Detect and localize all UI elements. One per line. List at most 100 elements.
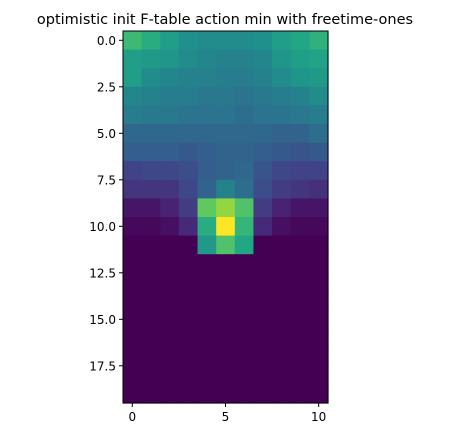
heatmap-cell — [178, 347, 199, 367]
heatmap-cell — [141, 142, 161, 162]
heatmap-cell — [290, 86, 310, 106]
x-tick-label: 10 — [311, 410, 326, 424]
heatmap-cell — [216, 310, 236, 330]
heatmap-cell — [272, 31, 292, 51]
heatmap-cell — [309, 124, 329, 144]
heatmap-cell — [141, 68, 161, 88]
heatmap-cell — [272, 49, 292, 69]
heatmap-cell — [290, 124, 310, 144]
heatmap-cell — [178, 328, 199, 348]
heatmap-cell — [309, 161, 329, 181]
heatmap-cells — [123, 31, 329, 404]
heatmap-cell — [309, 86, 329, 106]
heatmap-cell — [290, 235, 310, 255]
heatmap-cell — [272, 86, 292, 106]
heatmap-cell — [216, 235, 236, 255]
heatmap-cell — [234, 217, 255, 237]
heatmap-cell — [178, 235, 199, 255]
heatmap-cell — [141, 86, 161, 106]
heatmap-cell — [160, 328, 180, 348]
heatmap-cell — [253, 31, 273, 51]
heatmap-cell — [178, 310, 199, 330]
heatmap-cell — [141, 124, 161, 144]
heatmap-cell — [197, 86, 217, 106]
heatmap-cell — [272, 235, 292, 255]
heatmap-cell — [309, 217, 329, 237]
heatmap-cell — [272, 124, 292, 144]
y-tick-label: 10.0 — [89, 220, 116, 234]
y-tick-label: 17.5 — [89, 359, 116, 373]
heatmap-cell — [290, 217, 310, 237]
heatmap-cell — [197, 328, 217, 348]
heatmap-cell — [123, 365, 143, 385]
heatmap-cell — [309, 365, 329, 385]
heatmap-cell — [141, 310, 161, 330]
heatmap-cell — [123, 68, 143, 88]
y-axis: 0.0 2.5 5.0 7.5 10.0 12.5 15.0 17.5 — [89, 34, 123, 373]
heatmap-cell — [234, 384, 255, 404]
heatmap-cell — [160, 124, 180, 144]
heatmap-cell — [160, 86, 180, 106]
heatmap-cell — [309, 235, 329, 255]
heatmap-cell — [123, 161, 143, 181]
heatmap-cell — [123, 179, 143, 199]
heatmap-cell — [178, 142, 199, 162]
heatmap-cell — [197, 310, 217, 330]
heatmap-cell — [197, 124, 217, 144]
heatmap-cell — [216, 68, 236, 88]
heatmap-cell — [234, 347, 255, 367]
heatmap-cell — [234, 105, 255, 125]
heatmap-cell — [178, 31, 199, 51]
heatmap-cell — [234, 310, 255, 330]
heatmap-cell — [123, 105, 143, 125]
heatmap-cell — [178, 86, 199, 106]
heatmap-cell — [290, 142, 310, 162]
heatmap-cell — [123, 217, 143, 237]
heatmap-cell — [123, 198, 143, 218]
y-tick-label: 15.0 — [89, 313, 116, 327]
heatmap-cell — [197, 217, 217, 237]
heatmap-cell — [141, 272, 161, 292]
heatmap-cell — [160, 179, 180, 199]
heatmap-cell — [234, 365, 255, 385]
heatmap-cell — [123, 272, 143, 292]
heatmap-cell — [197, 198, 217, 218]
heatmap-cell — [234, 328, 255, 348]
heatmap-cell — [216, 86, 236, 106]
heatmap-cell — [141, 235, 161, 255]
heatmap-cell — [234, 291, 255, 311]
heatmap-cell — [178, 68, 199, 88]
heatmap-cell — [234, 49, 255, 69]
heatmap-cell — [178, 179, 199, 199]
heatmap-cell — [253, 254, 273, 274]
heatmap-cell — [309, 310, 329, 330]
heatmap-cell — [141, 328, 161, 348]
heatmap-cell — [197, 272, 217, 292]
heatmap-cell — [178, 217, 199, 237]
heatmap-cell — [123, 124, 143, 144]
heatmap-cell — [309, 68, 329, 88]
heatmap-cell — [160, 291, 180, 311]
heatmap-cell — [216, 161, 236, 181]
heatmap-cell — [141, 179, 161, 199]
heatmap-cell — [216, 347, 236, 367]
heatmap-cell — [272, 105, 292, 125]
heatmap-cell — [290, 328, 310, 348]
heatmap-cell — [272, 328, 292, 348]
heatmap-cell — [272, 198, 292, 218]
heatmap-cell — [253, 161, 273, 181]
heatmap-cell — [309, 272, 329, 292]
heatmap-cell — [160, 384, 180, 404]
heatmap-cell — [234, 31, 255, 51]
heatmap-cell — [160, 217, 180, 237]
heatmap-cell — [160, 31, 180, 51]
heatmap-cell — [141, 198, 161, 218]
heatmap-cell — [197, 235, 217, 255]
heatmap-cell — [160, 347, 180, 367]
heatmap-cell — [216, 49, 236, 69]
heatmap-cell — [253, 179, 273, 199]
heatmap-cell — [290, 198, 310, 218]
heatmap-cell — [178, 384, 199, 404]
heatmap-cell — [253, 217, 273, 237]
heatmap-cell — [290, 68, 310, 88]
